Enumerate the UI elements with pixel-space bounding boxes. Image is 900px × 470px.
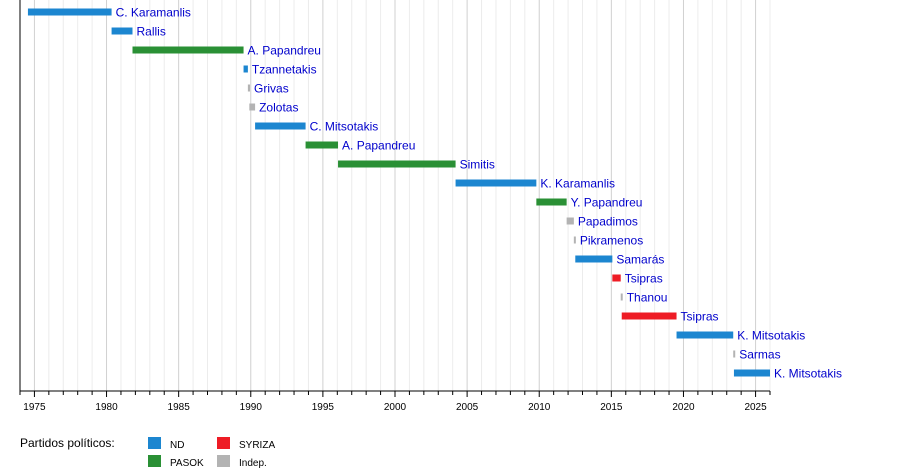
bar-indep [249,103,256,111]
bar-indep [733,350,736,358]
legend-swatch-pasok [148,455,161,467]
x-axis: 1975 1980 1985 1990 1995 2000 2005 2010 2015 2020… [19,0,771,413]
bar-label: Samarás [616,253,664,267]
bar-nd [455,179,537,187]
bar-label: Y. Papandreu [571,196,643,210]
bar-nd [575,255,613,263]
bar-label: Pikramenos [580,234,643,248]
legend-label: SYRIZA [239,440,275,451]
bar-nd [27,8,112,16]
x-tick-label: 1975 [23,402,46,413]
x-tick-label: 1995 [312,402,335,413]
legend-title: Partidos políticos: [20,436,115,450]
bar-pasok [132,46,244,54]
bar-pasok [536,198,567,206]
bar-nd [676,331,734,339]
bar-indep [247,84,251,92]
bar-label: Tsipras [681,310,719,324]
bar-label: A. Papandreu [342,139,415,153]
bar-label: Sarmas [739,348,780,362]
legend-label: Indep. [239,458,267,469]
x-tick-label: 1985 [168,402,191,413]
bar-label: K. Mitsotakis [737,329,805,343]
bar-label: K. Karamanlis [540,177,615,191]
legend-swatch-nd [148,437,161,449]
x-tick-label: 2025 [744,402,767,413]
bar-label: Grivas [254,82,289,96]
bar-syriza [612,274,621,282]
x-tick-label: 2000 [384,402,407,413]
bar-label: A. Papandreu [248,44,321,58]
legend-swatch-indep [217,455,230,467]
bar-indep [620,293,623,301]
bar-label: Thanou [627,291,668,305]
bar-label: C. Karamanlis [116,6,191,20]
bar-label: Rallis [137,25,166,39]
bars: C. Karamanlis Rallis A. Papandreu Tzannetak… [27,6,842,381]
bar-label: Simitis [460,158,495,172]
x-tick-label: 2010 [528,402,551,413]
legend-swatch-syriza [217,437,230,449]
bar-nd [111,27,133,35]
grid [19,0,771,391]
bar-label: Tsipras [625,272,663,286]
x-tick-label: 2015 [600,402,623,413]
bar-pasok [305,141,339,149]
bar-label: K. Mitsotakis [774,367,842,381]
bar-nd [255,122,306,130]
x-tick-label: 1990 [240,402,263,413]
bar-label: C. Mitsotakis [310,120,379,134]
x-tick-label: 1980 [95,402,118,413]
bar-indep [573,236,576,244]
x-tick-label: 2020 [672,402,695,413]
bar-label: Papadimos [578,215,638,229]
legend-label: ND [170,440,184,451]
bar-indep [566,217,574,225]
bar-syriza [621,312,677,320]
bar-nd [243,65,248,73]
x-tick-label: 2005 [456,402,479,413]
bar-pasok [338,160,456,168]
legend: Partidos políticos: ND SYRIZA PASOK Indep. [20,436,275,469]
legend-label: PASOK [170,458,204,469]
bar-nd [733,369,770,377]
bar-label: Tzannetakis [252,63,317,77]
bar-label: Zolotas [259,101,298,115]
